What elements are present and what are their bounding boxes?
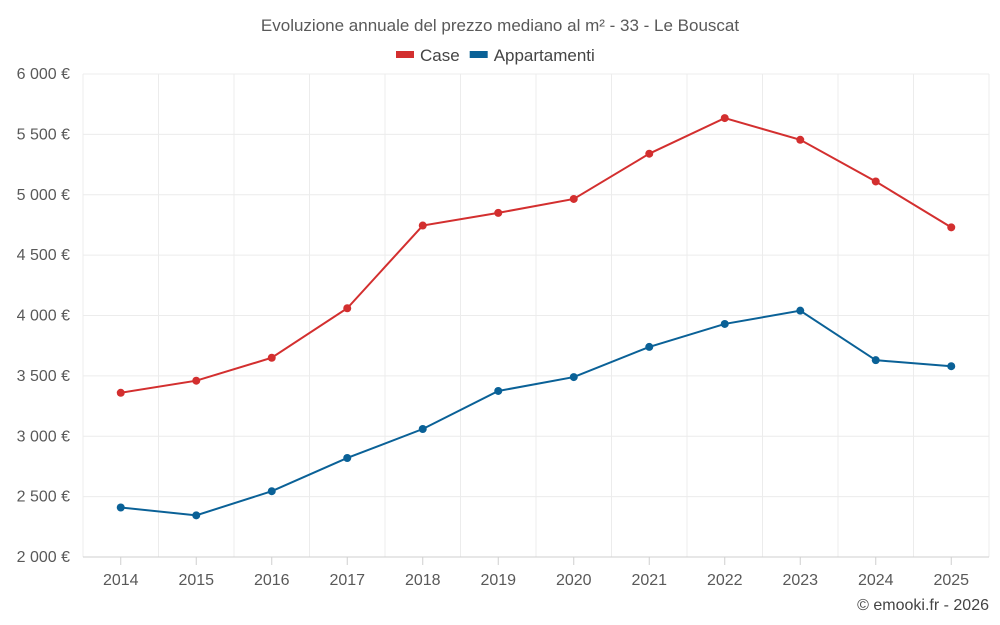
data-point-case — [645, 149, 654, 158]
series-line-case — [120, 117, 952, 394]
y-tick-label: 5 000 € — [17, 187, 70, 204]
x-tick-label: 2016 — [254, 572, 290, 589]
y-axis: 2 000 € 2 500 € 3 000 € 3 500 € 4 000 € 4 500… — [17, 66, 70, 566]
legend-swatch-case — [396, 51, 414, 58]
data-point-appartamenti — [569, 373, 578, 382]
data-point-case — [720, 114, 729, 123]
legend: Case Appartamenti — [396, 46, 595, 65]
data-point-case — [192, 376, 201, 385]
legend-item-case: Case — [396, 46, 460, 65]
x-tick-label: 2023 — [782, 572, 818, 589]
data-point-appartamenti — [645, 342, 654, 351]
y-tick-label: 4 000 € — [17, 308, 70, 325]
x-tick-label: 2014 — [103, 572, 139, 589]
data-point-case — [947, 223, 956, 232]
y-tick-label: 2 500 € — [17, 489, 70, 506]
x-tick-label: 2024 — [858, 572, 894, 589]
legend-label-appartamenti: Appartamenti — [494, 46, 595, 65]
data-point-case — [494, 208, 503, 217]
data-point-case — [267, 353, 276, 362]
grid — [82, 73, 990, 557]
y-tick-label: 3 000 € — [17, 428, 70, 445]
data-point-appartamenti — [116, 503, 125, 512]
data-point-case — [343, 304, 352, 313]
y-tick-label: 2 000 € — [17, 549, 70, 566]
x-tick-label: 2015 — [178, 572, 214, 589]
data-point-appartamenti — [494, 386, 503, 395]
data-point-case — [796, 135, 805, 144]
y-tick-label: 4 500 € — [17, 247, 70, 264]
data-point-case — [116, 388, 125, 397]
x-tick-label: 2017 — [329, 572, 365, 589]
x-tick-label: 2025 — [933, 572, 969, 589]
data-point-appartamenti — [796, 306, 805, 315]
y-tick-label: 5 500 € — [17, 126, 70, 143]
x-tick-label: 2020 — [556, 572, 592, 589]
data-point-appartamenti — [720, 319, 729, 328]
data-point-case — [871, 177, 880, 186]
x-tick-label: 2021 — [631, 572, 667, 589]
y-tick-label: 6 000 € — [17, 66, 70, 83]
legend-label-case: Case — [420, 46, 460, 65]
x-tick-label: 2018 — [405, 572, 441, 589]
x-tick-label: 2022 — [707, 572, 743, 589]
legend-swatch-appartamenti — [469, 51, 488, 58]
data-point-appartamenti — [871, 356, 880, 365]
copyright-credit: © emooki.fr - 2026 — [857, 597, 989, 614]
data-point-appartamenti — [947, 362, 956, 371]
y-tick-label: 3 500 € — [17, 368, 70, 385]
x-axis: 2014 2015 2016 2017 2018 2019 2020 2021 2022 2023… — [83, 556, 989, 589]
chart-title: Evoluzione annuale del prezzo mediano al… — [261, 16, 739, 35]
series-group — [116, 114, 956, 520]
data-point-case — [569, 194, 578, 203]
data-point-appartamenti — [192, 511, 201, 520]
data-point-appartamenti — [267, 487, 276, 496]
data-point-case — [418, 221, 427, 230]
data-point-appartamenti — [418, 425, 427, 434]
legend-item-appartamenti: Appartamenti — [469, 46, 595, 65]
x-tick-label: 2019 — [480, 572, 516, 589]
data-point-appartamenti — [343, 453, 352, 462]
series-line-appartamenti — [120, 309, 952, 517]
